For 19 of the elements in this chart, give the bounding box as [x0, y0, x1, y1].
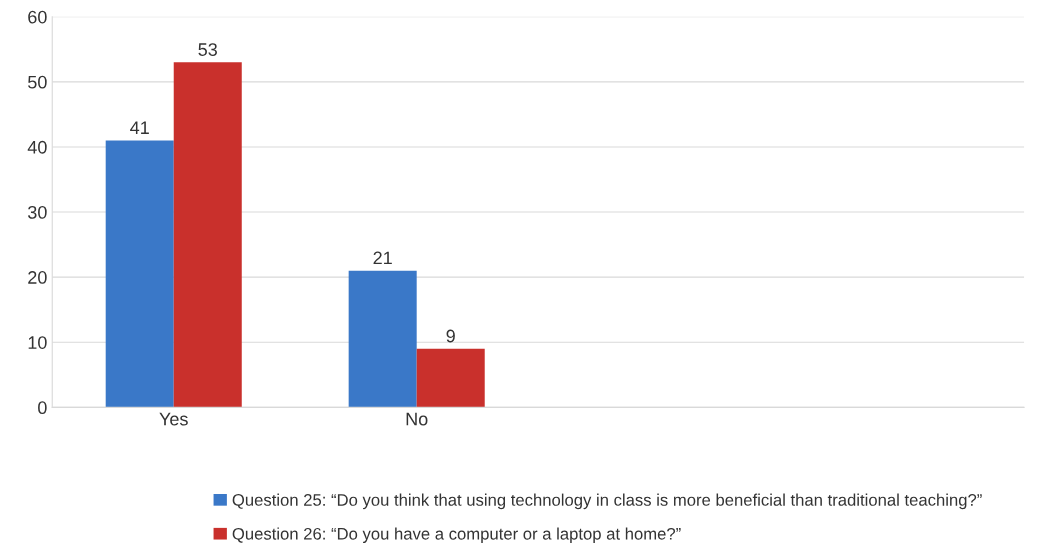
y-tick-label: 0 — [38, 401, 47, 415]
x-tick-label: Yes — [159, 412, 188, 426]
data-label: 53 — [198, 43, 217, 56]
bar — [105, 140, 174, 408]
data-label: 21 — [373, 251, 392, 265]
y-tick-label: 30 — [28, 205, 47, 219]
x-tick-label: No — [406, 412, 428, 426]
bar — [173, 62, 242, 408]
y-tick-label: 10 — [28, 336, 47, 349]
y-tick-label: 50 — [28, 75, 47, 89]
y-tick-label: 60 — [28, 10, 47, 24]
y-tick-label: 20 — [28, 271, 47, 284]
data-label: 9 — [446, 329, 455, 343]
y-tick-label: 40 — [27, 140, 47, 154]
data-label: 41 — [130, 121, 149, 134]
legend-label: Question 25: “Do you think that using technology in class is more beneficial than traditional teaching?” — [232, 493, 982, 510]
legend-label: Question 26: “Do you have a computer or a laptop at home?” — [232, 527, 681, 543]
bar — [348, 270, 417, 408]
bar — [416, 348, 485, 408]
